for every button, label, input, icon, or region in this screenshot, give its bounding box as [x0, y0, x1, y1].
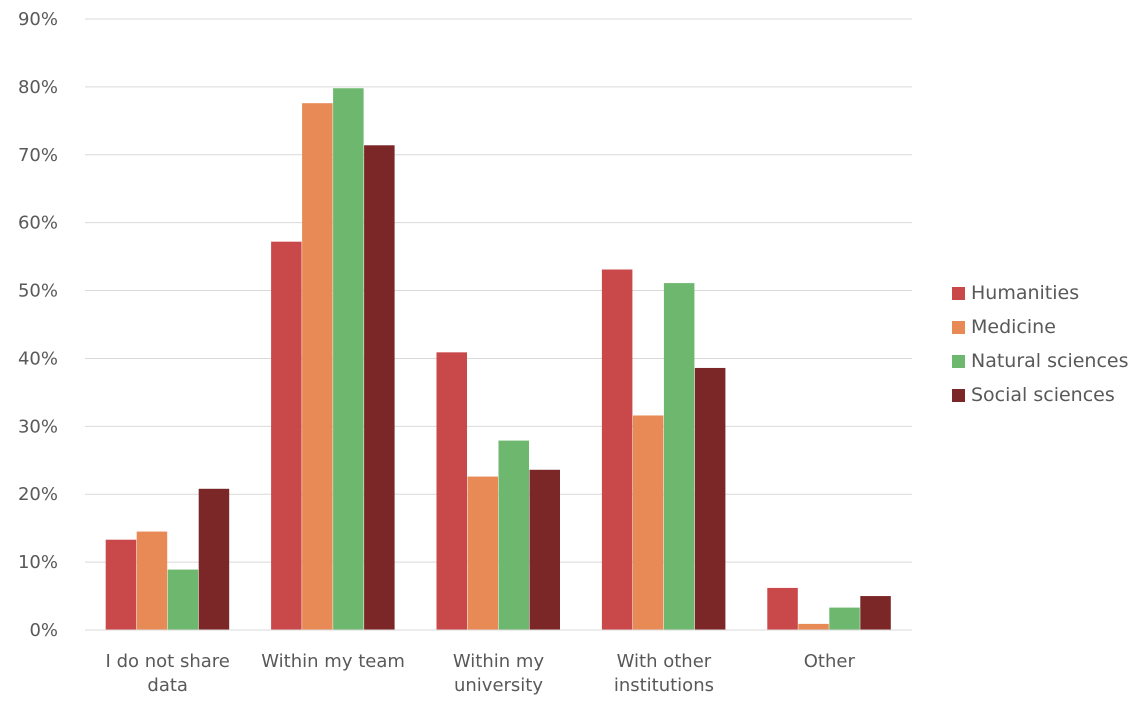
y-tick-label: 10%	[18, 552, 58, 573]
bar-natural-sciences	[829, 607, 860, 630]
legend-item: Social sciences	[952, 378, 1129, 412]
bar-medicine	[467, 476, 498, 630]
bar-natural-sciences	[498, 440, 529, 630]
bar-social-sciences	[364, 145, 395, 631]
legend-label: Medicine	[971, 316, 1056, 338]
legend-item: Natural sciences	[952, 344, 1129, 378]
category-label: data	[147, 675, 188, 696]
legend-item: Medicine	[952, 310, 1129, 344]
y-tick-label: 60%	[18, 213, 58, 234]
category-label: With other	[617, 651, 712, 672]
bar-humanities	[436, 352, 467, 630]
y-tick-label: 20%	[18, 484, 58, 505]
bar-humanities	[767, 587, 798, 630]
category-labels: I do not share data Within my team Within m…	[106, 651, 856, 696]
legend-swatch	[952, 320, 965, 334]
legend-label: Social sciences	[971, 384, 1115, 406]
bar-social-sciences	[529, 469, 560, 630]
legend-label: Natural sciences	[971, 350, 1129, 372]
bar-natural-sciences	[333, 88, 364, 631]
category-label: Within my team	[261, 651, 405, 672]
bar-natural-sciences	[167, 569, 199, 630]
legend: Humanities Medicine Natural sciences Social…	[952, 276, 1129, 412]
y-tick-label: 30%	[18, 416, 58, 437]
bar-social-sciences	[694, 367, 726, 630]
bar-social-sciences	[198, 488, 230, 630]
legend-swatch	[952, 388, 965, 402]
legend-item: Humanities	[952, 276, 1129, 310]
legend-swatch	[952, 286, 965, 300]
bar-medicine	[632, 415, 664, 630]
bar-humanities	[105, 539, 137, 630]
y-tick-label: 70%	[18, 145, 58, 166]
category-label: university	[454, 675, 543, 696]
bar-natural-sciences	[663, 283, 695, 630]
y-tick-label: 40%	[18, 348, 58, 369]
y-tick-label: 90%	[18, 9, 58, 30]
category-label: institutions	[614, 675, 714, 696]
bar-social-sciences	[860, 596, 891, 630]
y-tick-label: 50%	[18, 281, 58, 302]
y-tick-label: 80%	[18, 77, 58, 98]
bar-medicine	[302, 103, 333, 630]
bars	[105, 88, 891, 631]
legend-swatch	[952, 354, 965, 368]
bar-medicine	[136, 531, 168, 630]
y-axis-ticks: 0% 10% 20% 30% 40% 50% 60% 70% 80% 90%	[18, 9, 58, 641]
category-label: Within my	[453, 651, 545, 672]
category-label: Other	[804, 651, 856, 672]
bar-medicine	[798, 623, 829, 630]
y-tick-label: 0%	[29, 620, 58, 641]
legend-label: Humanities	[971, 282, 1080, 304]
bar-humanities	[271, 241, 302, 631]
bar-humanities	[601, 269, 633, 630]
category-label: I do not share	[106, 651, 230, 672]
